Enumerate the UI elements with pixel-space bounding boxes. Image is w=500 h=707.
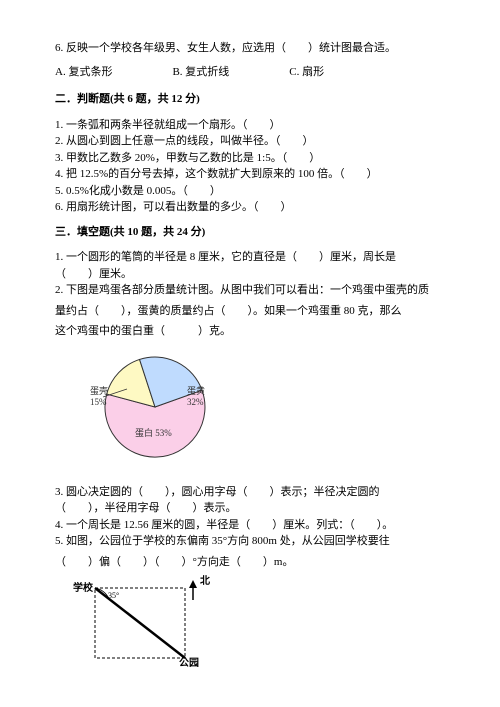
- s2-q3: 3. 甲数比乙数多 20%，甲数与乙数的比是 1:5。（ ）: [55, 150, 445, 167]
- pie-label-yolk-pct: 32%: [187, 397, 204, 407]
- s3-q2c: 这个鸡蛋中的蛋白重（ ）克。: [55, 323, 445, 340]
- north-label: 北: [200, 574, 210, 590]
- diagram: 35° 学校 公园 北: [75, 578, 215, 673]
- section2-questions: 1. 一条弧和两条半径就组成一个扇形。（ ） 2. 从圆心到圆上任意一点的线段，…: [55, 117, 445, 216]
- s3-q2a: 2. 下图是鸡蛋各部分质量统计图。从图中我们可以看出：一个鸡蛋中蛋壳的质: [55, 282, 445, 299]
- angle-label: 35°: [108, 591, 119, 600]
- pie-label-white: 蛋白 53%: [135, 427, 172, 438]
- s3-q3b: （ ），半径用字母（ ）表示。: [55, 500, 445, 517]
- after-pie-questions: 3. 圆心决定圆的（ ），圆心用字母（ ）表示；半径决定圆的 （ ），半径用字母…: [55, 484, 445, 571]
- s3-q3a: 3. 圆心决定圆的（ ），圆心用字母（ ）表示；半径决定圆的: [55, 484, 445, 501]
- s2-q4: 4. 把 12.5%的百分号去掉，这个数就扩大到原来的 100 倍。（ ）: [55, 166, 445, 183]
- s2-q5: 5. 0.5%化成小数是 0.005。（ ）: [55, 183, 445, 200]
- north-arrow: [189, 580, 197, 588]
- s3-q1a: 1. 一个圆形的笔筒的半径是 8 厘米，它的直径是（ ）厘米，周长是: [55, 249, 445, 266]
- s3-q2b: 量约占（ ），蛋黄的质量约占（ ）。如果一个鸡蛋重 80 克，那么: [55, 303, 445, 320]
- s3-q5b: （ ）偏（ ）（ ）°方向走（ ）m。: [55, 554, 445, 571]
- school-label: 学校: [73, 581, 93, 597]
- q6-text: 6. 反映一个学校各年级男、女生人数，应选用（ ）统计图最合适。: [55, 40, 445, 58]
- section3-title: 三．填空题(共 10 题，共 24 分): [55, 224, 445, 242]
- pie-chart: 蛋黄 32% 蛋壳 15% 蛋白 53%: [95, 352, 215, 472]
- q6-optB: B. 复式折线: [172, 64, 229, 82]
- s2-q2: 2. 从圆心到圆上任意一点的线段，叫做半径。（ ）: [55, 133, 445, 150]
- s2-q1: 1. 一条弧和两条半径就组成一个扇形。（ ）: [55, 117, 445, 134]
- park-label: 公园: [179, 656, 199, 672]
- pie-label-yolk: 蛋黄: [187, 385, 205, 396]
- pie-label-shell-pct: 15%: [90, 397, 107, 407]
- s2-q6: 6. 用扇形统计图，可以看出数量的多少。（ ）: [55, 199, 445, 216]
- q6-optA: A. 复式条形: [55, 64, 112, 82]
- q6-optC: C. 扇形: [289, 64, 324, 82]
- pie-label-shell: 蛋壳: [90, 385, 108, 396]
- s3-q5a: 5. 如图，公园位于学校的东偏南 35°方向 800m 处，从公园回学校要往: [55, 533, 445, 550]
- section3-questions: 1. 一个圆形的笔筒的半径是 8 厘米，它的直径是（ ）厘米，周长是 （ ）厘米…: [55, 249, 445, 340]
- section2-title: 二．判断题(共 6 题，共 12 分): [55, 91, 445, 109]
- q6-options: A. 复式条形 B. 复式折线 C. 扇形: [55, 64, 445, 82]
- s3-q1b: （ ）厘米。: [55, 266, 445, 283]
- s3-q4: 4. 一个周长是 12.56 厘米的圆，半径是（ ）厘米。列式：（ ）。: [55, 517, 445, 534]
